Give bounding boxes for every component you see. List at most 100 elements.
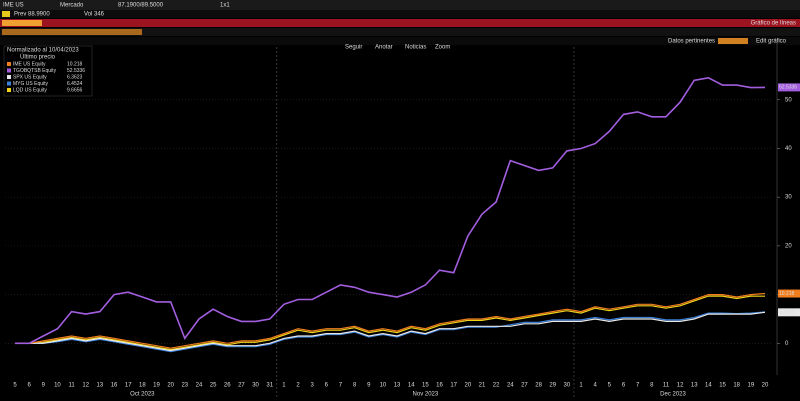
x-tick-label: 20 — [762, 383, 769, 389]
top-bar — [0, 0, 800, 10]
legend-title: Último precio — [20, 54, 56, 61]
x-tick-label: 10 — [54, 383, 61, 389]
x-tick-label: 6 — [325, 383, 329, 389]
date-range[interactable] — [2, 29, 142, 35]
last-value-badge — [778, 289, 800, 298]
x-tick-label: 17 — [450, 383, 457, 389]
y-tick-label: 0 — [785, 341, 789, 347]
x-tick-label: 18 — [733, 383, 740, 389]
x-tick-label: 13 — [394, 383, 401, 389]
x-tick-label: 14 — [408, 383, 415, 389]
x-tick-label: 15 — [719, 383, 726, 389]
x-tick-label: 8 — [353, 383, 357, 389]
x-tick-label: 7 — [636, 383, 640, 389]
series-line — [15, 311, 766, 352]
x-tick-label: 4 — [594, 383, 598, 389]
x-tick-label: 9 — [367, 383, 371, 389]
y-tick-label: 50 — [785, 97, 792, 103]
x-tick-label: 6 — [622, 383, 626, 389]
x-tick-label: 30 — [252, 383, 259, 389]
x-tick-label: 15 — [422, 383, 429, 389]
toolbar-item[interactable]: Seguir — [345, 45, 362, 51]
x-tick-label: 28 — [535, 383, 542, 389]
x-tick-label: 27 — [521, 383, 528, 389]
x-tick-label: 19 — [153, 383, 160, 389]
x-tick-label: 23 — [181, 383, 188, 389]
ratio: 1x1 — [220, 3, 230, 9]
legend-label: TGOBQTSB Equity — [13, 68, 57, 74]
x-tick-label: 31 — [266, 383, 273, 389]
x-tick-label: 20 — [167, 383, 174, 389]
x-tick-label: 16 — [436, 383, 443, 389]
toolbar-right[interactable]: Datos pertinentes — [668, 39, 715, 45]
x-tick-label: 24 — [196, 383, 203, 389]
toolbar-item[interactable]: Zoom — [435, 45, 450, 51]
x-tick-label: 2 — [296, 383, 300, 389]
x-tick-label: 16 — [111, 383, 118, 389]
x-tick-label: 5 — [608, 383, 612, 389]
legend-label: IME US Equity — [13, 61, 46, 67]
x-tick-label: 1 — [282, 383, 286, 389]
chart-subtitle: Normalizado al 10/04/2023 — [7, 48, 79, 54]
x-tick-label: 13 — [691, 383, 698, 389]
last-value-label: 52.5336 — [779, 85, 797, 91]
x-tick-label: 25 — [210, 383, 217, 389]
x-tick-label: 12 — [82, 383, 89, 389]
x-tick-label: 7 — [339, 383, 343, 389]
last-value-badge — [778, 308, 800, 317]
x-tick-label: 14 — [705, 383, 712, 389]
legend-value: 6.4524 — [67, 81, 83, 87]
x-tick-label: 11 — [663, 383, 670, 389]
legend-swatch — [7, 81, 11, 86]
x-tick-label: 5 — [13, 383, 17, 389]
ticker: IME US — [3, 3, 24, 9]
toolbar — [0, 37, 800, 45]
flag — [2, 11, 10, 17]
legend-swatch — [7, 75, 11, 79]
x-tick-label: 22 — [493, 383, 500, 389]
panel-title: Gráfico de líneas — [751, 21, 796, 27]
legend-box — [3, 45, 93, 97]
x-tick-label: 6 — [27, 383, 31, 389]
security-box[interactable] — [2, 20, 42, 26]
x-tick-label: 1 — [579, 383, 583, 389]
y-tick-label: 20 — [785, 243, 792, 249]
month-label: Dec 2023 — [660, 392, 686, 398]
x-tick-label: 10 — [380, 383, 387, 389]
legend-value: 9.6656 — [67, 87, 83, 93]
y-tick-label: 40 — [785, 146, 792, 152]
last-value-label: 10.218 — [779, 291, 795, 297]
legend-value: 10.218 — [67, 61, 83, 67]
bid-ask: 87.1900/89.5000 — [118, 3, 164, 9]
legend-swatch — [7, 62, 11, 66]
volume: Vol 346 — [84, 12, 105, 18]
legend-label: SPX US Equity — [13, 74, 47, 80]
x-tick-label: 18 — [139, 383, 146, 389]
x-tick-label: 30 — [564, 383, 571, 389]
legend-swatch — [7, 88, 11, 92]
month-label: Oct 2023 — [130, 392, 155, 398]
x-tick-label: 17 — [125, 383, 132, 389]
x-tick-label: 13 — [97, 383, 104, 389]
x-tick-label: 19 — [748, 383, 755, 389]
x-tick-label: 9 — [42, 383, 46, 389]
settings-bar — [0, 28, 800, 36]
quote-bar — [0, 10, 800, 18]
field: Mercado — [60, 3, 84, 9]
prev: Prev 88.9900 — [14, 12, 50, 18]
x-tick-label: 24 — [507, 383, 514, 389]
x-tick-label: 26 — [224, 383, 231, 389]
x-tick-label: 20 — [464, 383, 471, 389]
legend-label: MYG US Equity — [13, 81, 49, 87]
x-tick-label: 12 — [677, 383, 684, 389]
toolbar-right[interactable]: Edit gráfico — [756, 39, 787, 45]
toolbar-item[interactable]: Anotar — [375, 45, 393, 51]
toolbar-item[interactable]: Noticias — [405, 45, 426, 51]
x-tick-label: 3 — [310, 383, 314, 389]
last-value-label: 6.3623 — [779, 310, 795, 316]
legend-value: 6.3623 — [67, 74, 83, 80]
toolbar-button[interactable] — [718, 38, 748, 44]
last-value-badge — [778, 83, 800, 92]
